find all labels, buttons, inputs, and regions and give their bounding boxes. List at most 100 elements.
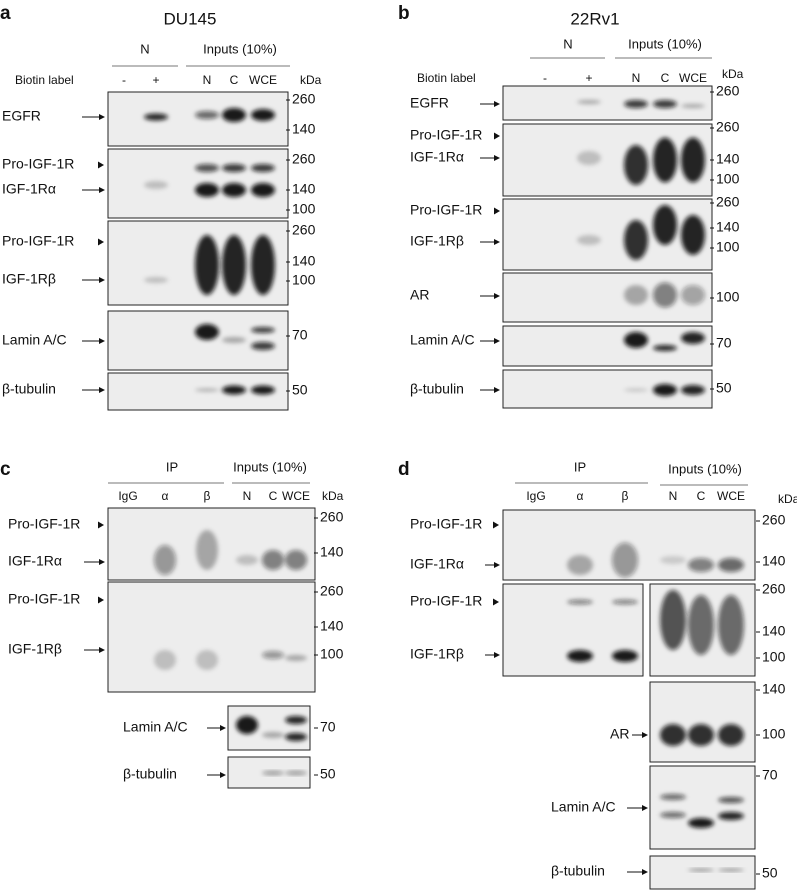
band <box>718 558 744 572</box>
triangle-marker <box>494 207 500 215</box>
kda-marker: 260 <box>716 83 740 99</box>
blot-frame <box>502 85 713 121</box>
arrow-head <box>99 387 105 393</box>
row-label: Biotin label <box>417 71 476 85</box>
group-header: N <box>563 36 572 51</box>
lane-label: β <box>622 489 629 503</box>
arrow-head <box>494 652 500 658</box>
kda-marker: 100 <box>716 171 740 187</box>
lane-label: + <box>152 73 159 87</box>
group-header: Inputs (10%) <box>668 461 742 476</box>
lane-label: IgG <box>118 489 137 503</box>
cell-line-title: DU145 <box>164 9 217 28</box>
protein-label: IGF-1Rβ <box>8 641 62 657</box>
blot-frame <box>502 198 713 271</box>
blot-frame <box>107 310 289 371</box>
band <box>262 651 284 659</box>
blot-frame <box>502 509 756 581</box>
band <box>653 345 677 351</box>
band <box>688 595 714 655</box>
band <box>660 556 686 564</box>
kda-marker: 50 <box>716 380 732 396</box>
lane-label: α <box>577 489 584 503</box>
band <box>251 342 275 350</box>
protein-label: IGF-1Rα <box>2 181 56 197</box>
kda-marker: 140 <box>716 219 740 235</box>
band <box>688 558 714 572</box>
lane-label: + <box>585 71 592 85</box>
lane-label: C <box>697 489 706 503</box>
band <box>577 100 601 104</box>
band <box>624 285 648 305</box>
band-group <box>660 794 744 828</box>
lane-label: C <box>269 489 278 503</box>
blot-frame <box>649 583 756 677</box>
blot: β-tubulin 50 <box>410 369 732 409</box>
arrow-head <box>494 155 500 161</box>
panel-letter: c <box>0 459 11 480</box>
kda-marker: 100 <box>292 201 316 217</box>
protein-label: EGFR <box>410 95 449 111</box>
blot-membrane <box>503 370 712 408</box>
band <box>660 812 686 818</box>
protein-label: Pro-IGF-1R <box>410 127 482 143</box>
protein-label: Pro-IGF-1R <box>2 233 74 249</box>
band <box>660 794 686 800</box>
band <box>681 215 705 255</box>
band <box>251 109 275 121</box>
blot-membrane <box>108 149 288 218</box>
protein-label: β-tubulin <box>123 766 177 782</box>
band <box>251 385 275 395</box>
band <box>154 545 176 575</box>
band <box>624 332 648 348</box>
band-group <box>624 384 705 396</box>
kda-marker: 260 <box>292 222 316 238</box>
triangle-marker <box>98 596 104 604</box>
band <box>251 235 275 295</box>
band <box>624 100 648 108</box>
band <box>222 385 246 395</box>
band <box>718 797 744 803</box>
band <box>285 655 307 661</box>
blot-membrane <box>503 273 712 322</box>
kda-marker: 260 <box>320 509 344 525</box>
kda-marker: 100 <box>716 289 740 305</box>
protein-label: IGF-1Rβ <box>410 646 464 662</box>
band-group <box>567 590 744 662</box>
band-group <box>154 530 307 575</box>
lane-label: WCE <box>679 71 707 85</box>
blot: β-tubulin 50 <box>551 855 778 890</box>
unit-label: kDa <box>778 492 797 506</box>
band <box>285 550 307 570</box>
band <box>251 183 275 197</box>
lane-label: IgG <box>526 489 545 503</box>
band <box>688 818 714 828</box>
kda-marker: 260 <box>292 91 316 107</box>
blot-membrane <box>503 199 712 270</box>
panel: d IP Inputs (10%) IgG α β N C WCE kDa Pro-IGF-1R IG… <box>398 459 797 890</box>
cell-line-title: 22Rv1 <box>570 9 619 28</box>
triangle-marker <box>98 161 104 169</box>
band <box>285 733 307 741</box>
unit-label: kDa <box>322 489 344 503</box>
band <box>653 137 677 183</box>
blot-frame <box>649 765 756 850</box>
kda-marker: 50 <box>762 865 778 881</box>
kda-marker: 50 <box>320 766 336 782</box>
band <box>144 181 168 189</box>
band-group <box>624 332 705 351</box>
blot-membrane <box>108 311 288 370</box>
protein-label: Lamin A/C <box>410 332 475 348</box>
lane-label: N <box>243 489 252 503</box>
protein-label: Lamin A/C <box>123 719 188 735</box>
blot: Pro-IGF-1R IGF-1Rβ 260 140 100 <box>410 581 786 677</box>
arrow-head <box>99 559 105 565</box>
blot: Lamin A/C 70 <box>2 310 308 371</box>
unit-label: kDa <box>722 67 744 81</box>
protein-label: Pro-IGF-1R <box>410 202 482 218</box>
blot-frame <box>227 705 311 751</box>
band-group <box>144 108 275 122</box>
blot-frame <box>649 855 756 890</box>
blot-membrane <box>650 766 755 849</box>
band <box>262 771 284 775</box>
